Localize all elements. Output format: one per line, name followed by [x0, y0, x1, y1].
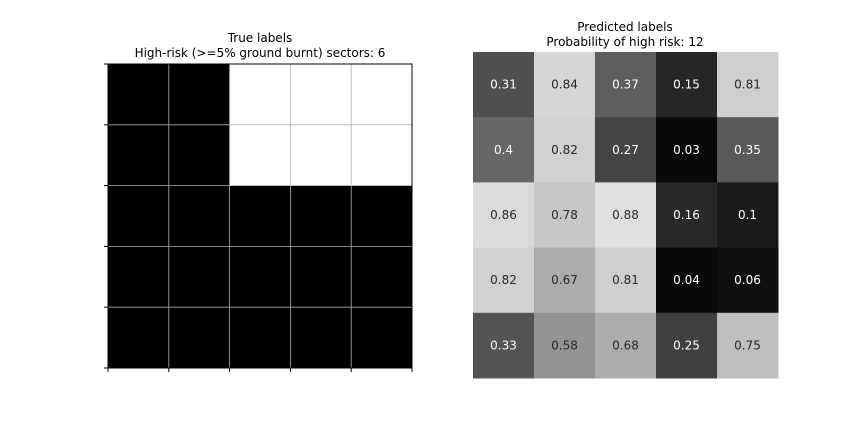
predicted-cell-r3-c3 — [656, 247, 718, 314]
true-cell-r0-c0 — [108, 64, 170, 126]
predicted-cell-r3-c0 — [473, 247, 535, 314]
predicted-cell-r0-c1 — [534, 52, 596, 118]
predicted-cell-r2-c4 — [717, 182, 779, 249]
predicted-cell-r3-c2 — [595, 247, 657, 314]
predicted-value-label-r3-c3: 0.04 — [673, 273, 700, 287]
predicted-cell-r4-c1 — [534, 312, 596, 379]
true-cell-r3-c3 — [290, 246, 352, 308]
true-labels-grid — [108, 64, 412, 368]
predicted-value-label-r4-c3: 0.25 — [673, 338, 700, 352]
predicted-value-label-r3-c2: 0.81 — [612, 273, 639, 287]
predicted-value-label-r4-c1: 0.58 — [551, 338, 578, 352]
predicted-cell-r1-c3 — [656, 117, 718, 183]
true-cell-r0-c4 — [351, 64, 413, 126]
predicted-cell-r2-c3 — [656, 182, 718, 249]
predicted-value-label-r2-c4: 0.1 — [738, 208, 757, 222]
true-cell-r1-c0 — [108, 124, 170, 187]
true-cell-r4-c2 — [229, 307, 291, 369]
true-cell-r3-c4 — [351, 246, 413, 308]
true-cell-r4-c1 — [168, 307, 231, 369]
predicted-value-label-r4-c0: 0.33 — [490, 338, 517, 352]
true-cell-r2-c2 — [229, 185, 291, 247]
true-cell-r0-c2 — [229, 64, 291, 126]
predicted-value-label-r1-c1: 0.82 — [551, 143, 578, 157]
predicted-value-label-r1-c3: 0.03 — [673, 143, 700, 157]
predicted-cell-r0-c3 — [656, 52, 718, 118]
predicted-value-label-r0-c0: 0.31 — [490, 78, 517, 92]
predicted-labels-subtitle: Probability of high risk: 12 — [546, 35, 703, 49]
true-cell-r4-c0 — [108, 307, 170, 369]
predicted-value-label-r2-c2: 0.88 — [612, 208, 639, 222]
predicted-value-label-r1-c0: 0.4 — [494, 143, 513, 157]
predicted-value-label-r4-c2: 0.68 — [612, 338, 639, 352]
true-cell-r2-c1 — [168, 185, 231, 247]
true-cell-r2-c3 — [290, 185, 352, 247]
predicted-cell-r1-c0 — [473, 117, 535, 183]
predicted-cell-r4-c4 — [717, 312, 779, 379]
predicted-value-label-r3-c4: 0.06 — [734, 273, 761, 287]
true-cell-r1-c2 — [229, 124, 291, 187]
predicted-cell-r2-c0 — [473, 182, 535, 249]
predicted-value-label-r3-c0: 0.82 — [490, 273, 517, 287]
predicted-value-label-r2-c0: 0.86 — [490, 208, 517, 222]
true-cell-r1-c3 — [290, 124, 352, 187]
true-cell-r0-c3 — [290, 64, 352, 126]
true-labels-subtitle: High-risk (>=5% ground burnt) sectors: 6 — [135, 46, 386, 60]
predicted-value-label-r3-c1: 0.67 — [551, 273, 578, 287]
predicted-value-label-r4-c4: 0.75 — [734, 338, 761, 352]
true-cell-r4-c4 — [351, 307, 413, 369]
predicted-labels-title: Predicted labels — [577, 20, 672, 34]
true-labels-title: True labels — [227, 31, 293, 45]
true-cell-r0-c1 — [168, 64, 231, 126]
predicted-cell-r3-c4 — [717, 247, 779, 314]
predicted-cell-r4-c2 — [595, 312, 657, 379]
true-cell-r3-c0 — [108, 246, 170, 308]
true-cell-r2-c0 — [108, 185, 170, 247]
predicted-cell-r4-c3 — [656, 312, 718, 379]
predicted-labels-panel: Predicted labels Probability of high ris… — [473, 20, 779, 379]
predicted-value-label-r1-c2: 0.27 — [612, 143, 639, 157]
predicted-cell-r1-c4 — [717, 117, 779, 183]
true-cell-r2-c4 — [351, 185, 413, 247]
predicted-cell-r2-c2 — [595, 182, 657, 249]
predicted-cell-r1-c1 — [534, 117, 596, 183]
true-cell-r1-c4 — [351, 124, 413, 187]
predicted-value-label-r2-c1: 0.78 — [551, 208, 578, 222]
predicted-value-label-r1-c4: 0.35 — [734, 143, 761, 157]
true-cell-r3-c1 — [168, 246, 231, 308]
predicted-cell-r0-c0 — [473, 52, 535, 118]
true-labels-cells — [108, 64, 413, 369]
predicted-value-label-r0-c4: 0.81 — [734, 78, 761, 92]
true-labels-ticks — [104, 63, 413, 372]
predicted-value-label-r0-c1: 0.84 — [551, 78, 578, 92]
predicted-cell-r0-c4 — [717, 52, 779, 118]
predicted-value-label-r0-c2: 0.37 — [612, 78, 639, 92]
true-cell-r1-c1 — [168, 124, 231, 187]
predicted-cell-r0-c2 — [595, 52, 657, 118]
predicted-cell-r3-c1 — [534, 247, 596, 314]
predicted-labels-cells — [473, 52, 779, 379]
predicted-cell-r2-c1 — [534, 182, 596, 249]
true-cell-r4-c3 — [290, 307, 352, 369]
predicted-labels-values: 0.31 0.84 0.37 0.15 0.81 0.4 0.82 0.27 0.03 0.35 0… — [490, 78, 761, 353]
true-labels-axes-frame — [107, 63, 413, 369]
predicted-cell-r4-c0 — [473, 312, 535, 379]
true-labels-panel: True labels High-risk (>=5% ground burnt… — [104, 31, 413, 372]
predicted-value-label-r0-c3: 0.15 — [673, 78, 700, 92]
predicted-value-label-r2-c3: 0.16 — [673, 208, 700, 222]
true-cell-r3-c2 — [229, 246, 291, 308]
predicted-cell-r1-c2 — [595, 117, 657, 183]
